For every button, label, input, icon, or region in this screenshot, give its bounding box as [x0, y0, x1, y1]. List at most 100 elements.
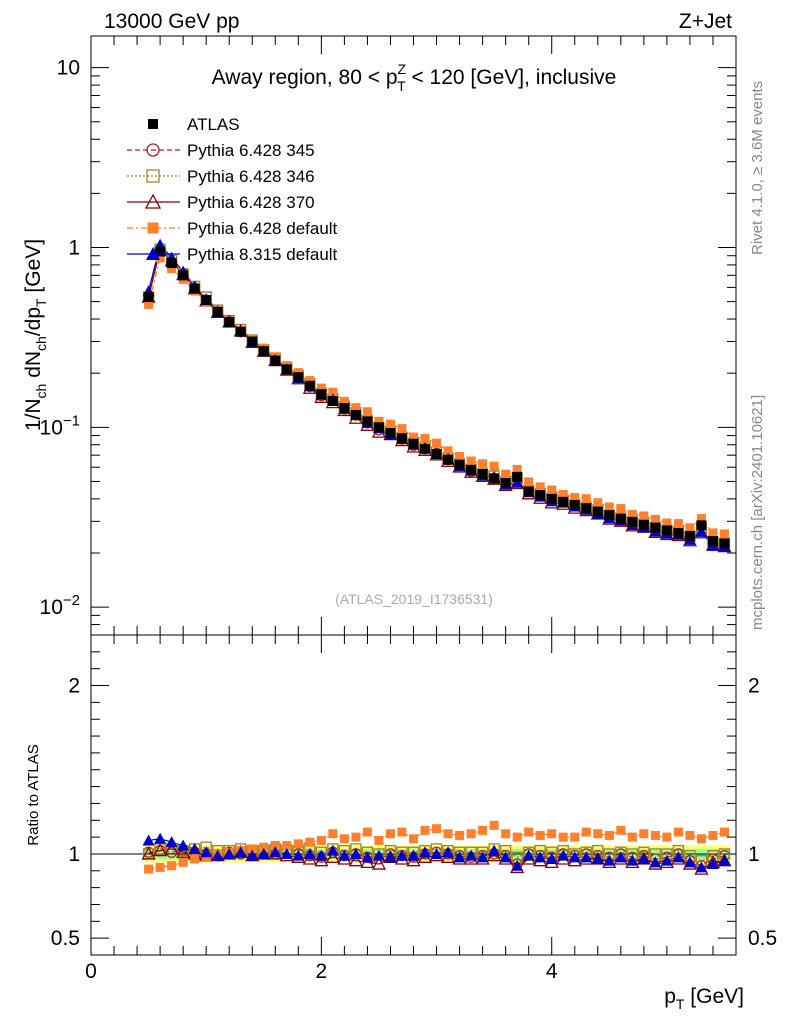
ratio-point-p8def — [660, 854, 673, 866]
legend-label-atlas: ATLAS — [187, 115, 240, 134]
ratio-point-p8def — [591, 853, 604, 864]
ratio-point-p6def — [719, 827, 729, 837]
atlas-data-point — [166, 257, 177, 268]
series-line-p345 — [148, 248, 725, 545]
ratio-point-p8def — [142, 834, 155, 846]
atlas-data-point — [581, 503, 592, 514]
series-point-p6def — [385, 419, 395, 429]
ratio-point-p8def — [626, 854, 639, 866]
atlas-data-point — [638, 519, 649, 530]
series-point-p6def — [339, 396, 349, 406]
atlas-data-point — [339, 403, 350, 414]
ratio-point-p8def — [453, 851, 466, 863]
rivet-version-label: Rivet 4.1.0, ≥ 3.6M events — [749, 81, 766, 255]
legend-label-p8def: Pythia 8.315 default — [187, 245, 338, 264]
ratio-panel-ticks — [90, 635, 737, 955]
ratio-point-p6def — [420, 825, 430, 835]
ratio-point-p8def — [465, 849, 478, 861]
series-point-p6def — [593, 498, 603, 508]
series-line-p346 — [148, 248, 725, 545]
ratio-point-p8def — [580, 851, 593, 863]
atlas-data-point — [327, 396, 338, 407]
ratio-point-p8def — [614, 851, 627, 863]
series-line-p6def — [148, 256, 725, 535]
atlas-data-point — [281, 364, 292, 375]
ratio-point-p8def — [511, 859, 524, 871]
chart-title: Away region, 80 < pZ T < 120 [GeV], inclu… — [212, 61, 617, 94]
ratio-point-p8def — [419, 846, 432, 858]
atlas-data-point — [650, 522, 661, 533]
series-line-p370 — [148, 248, 725, 548]
atlas-data-point — [189, 283, 200, 294]
ratio-point-p8def — [269, 846, 282, 858]
ratio-y-tick-labels: 2 2 1 1 0.5 0.5 — [51, 675, 777, 951]
series-point-p6def — [570, 493, 580, 503]
ratio-point-p8def — [315, 849, 328, 861]
ratio-point-p8def — [257, 847, 270, 859]
ratio-point-p6def — [685, 830, 695, 840]
ratio-point-p8def — [522, 849, 535, 861]
legend-label-p345: Pythia 6.428 345 — [187, 141, 315, 160]
atlas-data-point — [178, 270, 189, 281]
mcplots-label: mcplots.cern.ch [arXiv:2401.10621] — [749, 395, 766, 630]
y-tick-label: 10−1 — [40, 412, 80, 439]
header-process-label: Z+Jet — [679, 10, 732, 33]
ratio-point-p8def — [534, 851, 547, 863]
ratio-point-p6def — [455, 830, 465, 840]
series-point-p6def — [616, 504, 626, 514]
ratio-point-p370 — [348, 853, 364, 867]
ratio-point-p6def — [432, 824, 442, 834]
y-tick-label: 10−2 — [40, 592, 80, 619]
ratio-point-p6def — [190, 854, 200, 864]
atlas-data-point — [546, 493, 557, 504]
x-tick-label: 0 — [85, 960, 97, 983]
ratio-point-p8def — [223, 847, 236, 859]
legend-marker-p8def — [146, 247, 160, 260]
atlas-data-point — [500, 478, 511, 489]
ratio-y-tick-label: 0.5 — [51, 927, 80, 950]
atlas-data-point — [155, 246, 166, 257]
ratio-y-tick-label-right: 0.5 — [748, 927, 777, 950]
series-point-p6def — [316, 383, 326, 393]
ratio-point-p6def — [627, 832, 637, 842]
ratio-point-p8def — [292, 849, 305, 861]
ratio-point-p8def — [499, 851, 512, 863]
ratio-point-p6def — [316, 835, 326, 845]
ratio-point-p8def — [177, 839, 190, 851]
ratio-point-p8def — [695, 861, 708, 873]
ratio-point-p6def — [478, 825, 488, 835]
ratio-point-p8def — [637, 853, 650, 864]
ratio-point-p6def — [155, 862, 165, 872]
ratio-point-p6def — [443, 829, 453, 839]
series-point-p6def — [627, 509, 637, 519]
atlas-data-point — [270, 355, 281, 366]
ratio-point-p6def — [501, 829, 511, 839]
ratio-point-p6def — [144, 864, 154, 874]
legend-marker-p346 — [146, 169, 160, 183]
ratio-point-p6def — [593, 829, 603, 839]
series-point-p6def — [455, 452, 465, 462]
atlas-data-point — [569, 499, 580, 510]
analysis-id-watermark: (ATLAS_2019_I1736531) — [335, 591, 493, 607]
ratio-point-p8def — [338, 849, 351, 861]
ratio-point-p6def — [524, 827, 534, 837]
ratio-point-p6def — [558, 832, 568, 842]
title-prefix: Away region, 80 < p — [212, 66, 398, 89]
ratio-point-p8def — [372, 849, 385, 861]
series-point-p6def — [351, 403, 361, 413]
legend-marker-p345 — [146, 143, 160, 157]
series-point-p6def — [512, 464, 522, 474]
ratio-point-p8def — [568, 851, 581, 863]
series-point-p6def — [409, 432, 418, 442]
x-tick-labels: 0 2 4 — [85, 960, 558, 983]
series-point-p6def — [420, 434, 430, 444]
atlas-data-point — [558, 496, 569, 507]
ratio-point-p8def — [280, 847, 293, 859]
series-point-p6def — [524, 477, 534, 487]
atlas-data-point — [293, 372, 304, 383]
series-point-p8def — [695, 525, 708, 537]
ratio-point-p8def — [211, 849, 224, 861]
title-suffix: < 120 [GeV], inclusive — [406, 66, 617, 89]
ratio-point-p6def — [489, 820, 499, 830]
